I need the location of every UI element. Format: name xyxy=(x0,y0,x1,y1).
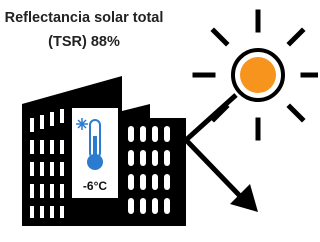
title-line: Reflectancia solar total xyxy=(5,10,164,26)
sun xyxy=(195,12,318,138)
tsr-illustration: Reflectancia solar total (TSR) 88% xyxy=(0,0,318,242)
temperature-label: -6°C xyxy=(83,179,107,193)
buildings xyxy=(22,76,186,226)
title-line: (TSR) 88% xyxy=(48,34,120,50)
